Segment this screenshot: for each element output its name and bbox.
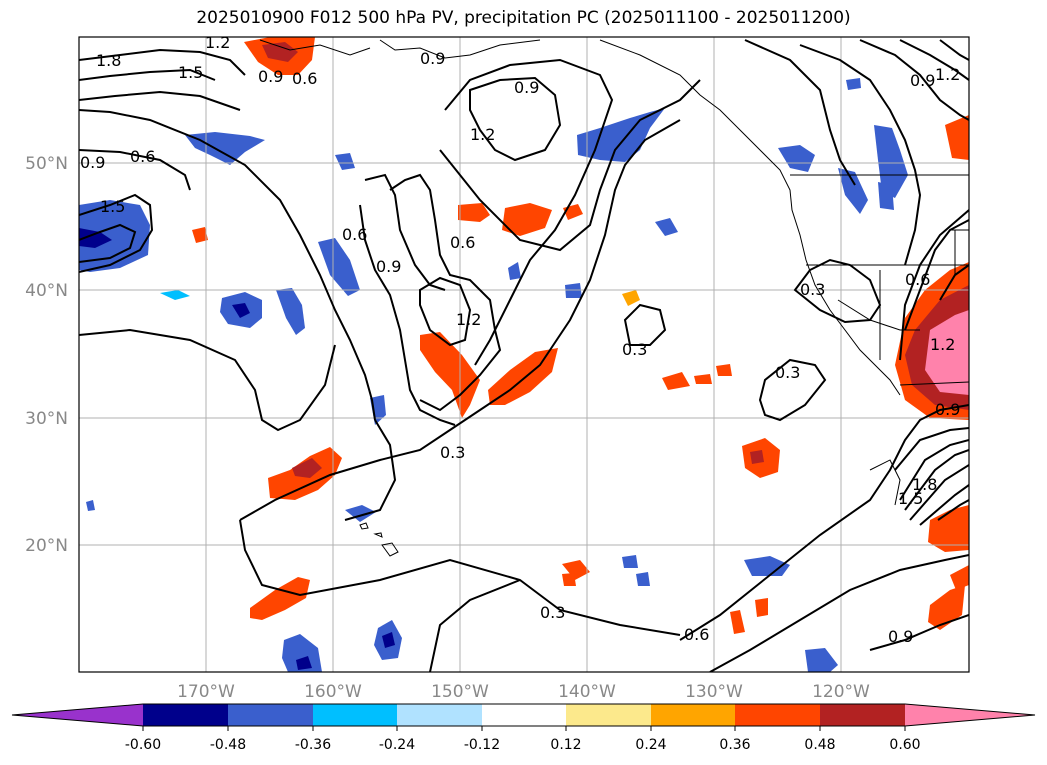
- contour-label: 1.5: [100, 197, 125, 216]
- precip-positive-areas: [192, 37, 969, 634]
- lat-label: 40°N: [25, 281, 68, 301]
- colorbar-tick-label: -0.48: [210, 737, 246, 753]
- colorbar-tick-label: 0.12: [550, 737, 581, 753]
- contour-label: 0.9: [514, 78, 539, 97]
- contour-label: 0.3: [622, 340, 647, 359]
- colorbar-tick-label: 0.36: [719, 737, 750, 753]
- lat-label: 50°N: [25, 154, 68, 174]
- contour-label: 1.2: [470, 125, 495, 144]
- colorbar-bin: [820, 704, 905, 726]
- lon-label: 140°W: [558, 682, 616, 702]
- colorbar-tick-label: -0.60: [125, 737, 161, 753]
- contour-label: 1.5: [898, 489, 923, 508]
- colorbar-bin: [651, 704, 735, 726]
- coastlines: [259, 39, 969, 557]
- colorbar-tick-label: -0.24: [379, 737, 415, 753]
- lon-label: 160°W: [304, 682, 362, 702]
- precip-negative-areas: [79, 78, 908, 672]
- contour-label: 0.9: [420, 49, 445, 68]
- lat-label: 30°N: [25, 409, 68, 429]
- contour-label: 0.9: [80, 153, 105, 172]
- contour-label: 0.6: [292, 69, 317, 88]
- lon-label: 170°W: [177, 682, 235, 702]
- colorbar-tick-label: -0.12: [464, 737, 500, 753]
- contour-label: 0.6: [684, 625, 709, 644]
- contour-label: 1.2: [456, 310, 481, 329]
- contour-label: 1.8: [96, 51, 121, 70]
- contour-label: 1.5: [178, 63, 203, 82]
- pv-contours: [79, 39, 969, 672]
- colorbar-bin: [313, 704, 397, 726]
- contour-label: 0.3: [800, 280, 825, 299]
- contour-label: 0.9: [935, 400, 960, 419]
- contour-label: 0.6: [130, 147, 155, 166]
- contour-label: 0.6: [342, 225, 367, 244]
- colorbar-extend-low: [12, 704, 143, 726]
- map-frame: [78, 36, 970, 673]
- graticule: [79, 37, 969, 672]
- lat-label: 20°N: [25, 536, 68, 556]
- colorbar-tick-label: 0.24: [635, 737, 666, 753]
- colorbar-tick-label: -0.36: [295, 737, 331, 753]
- colorbar-bin: [482, 704, 566, 726]
- contour-label: 0.9: [888, 627, 913, 646]
- contour-label: 0.3: [775, 363, 800, 382]
- colorbar-extend-high: [905, 704, 1035, 726]
- contour-label: 1.2: [930, 335, 955, 354]
- contour-label: 0.3: [440, 443, 465, 462]
- colorbar-bin: [566, 704, 651, 726]
- colorbar-bin: [228, 704, 313, 726]
- contour-label: 0.9: [910, 71, 935, 90]
- colorbar-tick-label: 0.60: [889, 737, 920, 753]
- contour-label: 0.6: [450, 233, 475, 252]
- contour-label: 1.2: [205, 33, 230, 52]
- contour-label: 1.2: [935, 65, 960, 84]
- colorbar-bin: [397, 704, 482, 726]
- colorbar-tick-label: 0.48: [804, 737, 835, 753]
- colorbar-bin: [143, 704, 228, 726]
- lon-label: 150°W: [431, 682, 489, 702]
- contour-label: 1.8: [912, 475, 937, 494]
- contour-label: 0.9: [376, 257, 401, 276]
- lon-label: 130°W: [685, 682, 743, 702]
- colorbar-bin: [735, 704, 820, 726]
- contour-label: 0.9: [258, 67, 283, 86]
- contour-label: 0.6: [905, 270, 930, 289]
- map-title: 2025010900 F012 500 hPa PV, precipitatio…: [196, 8, 851, 28]
- contour-labels: 1.8 1.2 1.5 0.9 0.6 0.9 1.2 0.9 0.6 1.5 …: [80, 33, 960, 646]
- colorbar: -0.60 -0.48 -0.36 -0.24 -0.12 0.12 0.24 …: [11, 703, 1036, 753]
- lon-label: 120°W: [812, 682, 870, 702]
- contour-label: 0.3: [540, 603, 565, 622]
